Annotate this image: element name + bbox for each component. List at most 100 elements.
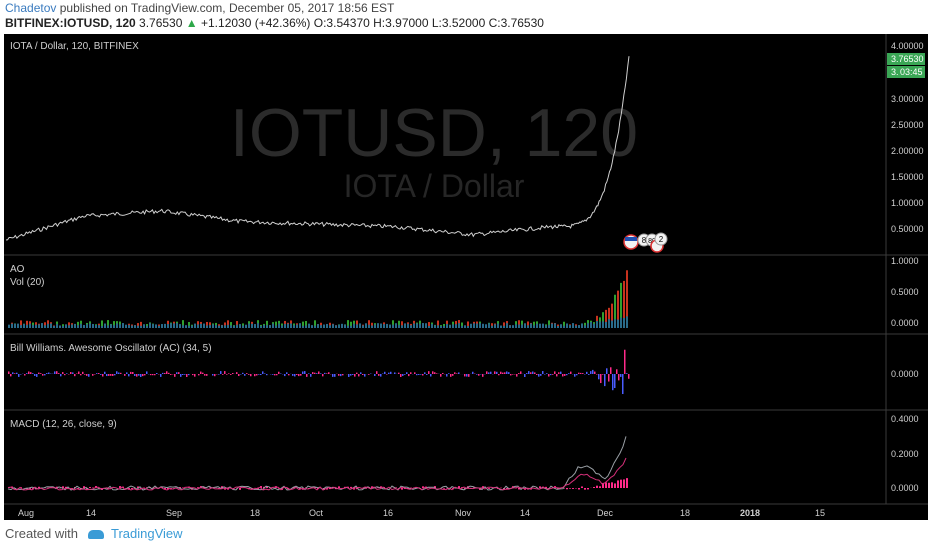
volume-bar xyxy=(521,324,523,328)
volume-bar xyxy=(197,324,199,328)
ac-bar xyxy=(304,371,306,374)
author-link[interactable]: Chadetov xyxy=(5,1,57,15)
ac-bar xyxy=(228,373,230,374)
ac-bar xyxy=(60,374,62,377)
volume-bars[interactable] xyxy=(8,316,628,328)
time-label: Nov xyxy=(455,508,472,518)
macd-line[interactable] xyxy=(7,436,627,491)
ao-bar xyxy=(293,323,295,326)
volume-bar xyxy=(455,324,457,328)
ac-bar xyxy=(546,373,548,374)
volume-bar xyxy=(194,323,196,328)
ao-bar xyxy=(548,320,550,326)
chart-area[interactable]: IOTUSD, 120 IOTA / Dollar 8 80 2 IOTA / … xyxy=(4,34,928,520)
volume-bar xyxy=(452,324,454,328)
signal-line[interactable] xyxy=(7,457,627,491)
ao-histogram[interactable] xyxy=(8,270,628,326)
ac-bar xyxy=(354,374,356,377)
ao-bar xyxy=(236,321,238,326)
price-axis[interactable]: 4.00000 3.00000 2.50000 2.00000 1.50000 … xyxy=(891,41,924,234)
ac-bar xyxy=(48,372,50,374)
ac-bar xyxy=(78,371,80,374)
ac-bar xyxy=(220,371,222,374)
volume-bar xyxy=(491,325,493,328)
ao-bar xyxy=(419,320,421,326)
macd-bar xyxy=(458,486,460,488)
main-legend[interactable]: IOTA / Dollar, 120, BITFINEX xyxy=(10,41,139,52)
macd-bar xyxy=(329,488,331,490)
ao-bar xyxy=(398,320,400,326)
ao-bar xyxy=(497,321,499,326)
volume-bar xyxy=(116,323,118,328)
volume-bar xyxy=(572,323,574,328)
ac-bar xyxy=(54,371,56,374)
volume-bar xyxy=(83,325,85,328)
ac-histogram[interactable] xyxy=(8,349,630,395)
ao-bar xyxy=(305,321,307,326)
volume-bar xyxy=(212,324,214,328)
ac-legend[interactable]: Bill Williams. Awesome Oscillator (AC) (… xyxy=(10,343,212,354)
volume-bar xyxy=(125,324,127,328)
ao-axis[interactable]: 1.0000 0.5000 0.0000 xyxy=(891,256,919,328)
ac-bar xyxy=(564,374,566,376)
volume-bar xyxy=(287,323,289,328)
ac-bar xyxy=(526,373,528,374)
ac-bar xyxy=(350,374,352,376)
published-text: published on TradingView.com, December 0… xyxy=(59,1,395,15)
volume-bar xyxy=(608,319,610,328)
macd-bar xyxy=(239,488,241,490)
macd-bar xyxy=(596,485,598,488)
volume-bar xyxy=(419,323,421,328)
tradingview-link[interactable]: TradingView xyxy=(111,526,183,541)
macd-bar xyxy=(617,480,619,488)
up-arrow-icon: ▲ xyxy=(185,16,198,30)
tradingview-cloud-icon[interactable] xyxy=(87,530,104,540)
event-label: 8 xyxy=(642,236,647,245)
volume-bar xyxy=(326,323,328,328)
time-label: 14 xyxy=(520,508,530,518)
ac-bar xyxy=(442,372,444,374)
volume-bar xyxy=(32,324,34,328)
ao-bar xyxy=(536,321,538,326)
price-tick: 3.00000 xyxy=(891,94,924,104)
ao-bar xyxy=(620,282,622,326)
ac-bar xyxy=(440,374,442,377)
time-axis[interactable]: Aug 14 Sep 18 Oct 16 Nov 14 Dec 18 2018 … xyxy=(18,508,825,518)
ac-bar xyxy=(116,371,118,374)
volume-bar xyxy=(167,324,169,328)
macd-legend[interactable]: MACD (12, 26, close, 9) xyxy=(10,419,117,430)
macd-bar xyxy=(584,488,586,490)
ac-bar xyxy=(306,374,308,377)
ac-bar xyxy=(476,374,478,375)
ac-bar xyxy=(628,374,630,379)
ao-bar xyxy=(452,321,454,326)
ao-bar xyxy=(53,325,55,326)
price-plot[interactable] xyxy=(5,56,630,241)
time-label: Sep xyxy=(166,508,182,518)
macd-axis[interactable]: 0.4000 0.2000 0.0000 xyxy=(891,414,919,493)
ao-legend[interactable]: AO xyxy=(10,264,25,275)
ao-bar xyxy=(410,323,412,326)
ac-bar xyxy=(414,372,416,374)
macd-bar xyxy=(602,483,604,488)
ao-bar xyxy=(596,315,598,326)
volume-bar xyxy=(269,325,271,328)
ac-bar xyxy=(124,374,126,376)
vol-legend[interactable]: Vol (20) xyxy=(10,277,44,288)
macd-bar xyxy=(614,483,616,488)
event-markers[interactable]: 8 80 2 xyxy=(623,232,668,253)
ac-bar xyxy=(394,372,396,374)
ao-bar xyxy=(437,320,439,326)
ac-bar xyxy=(400,374,402,377)
time-label: 18 xyxy=(680,508,690,518)
price-tick: 2.50000 xyxy=(891,120,924,130)
macd-bar xyxy=(335,488,337,490)
ac-bar xyxy=(518,373,520,374)
ac-bar xyxy=(594,371,596,374)
ao-bar xyxy=(455,320,457,326)
ac-bar xyxy=(112,374,114,376)
ac-bar xyxy=(248,374,250,375)
volume-bar xyxy=(347,325,349,328)
ac-bar xyxy=(56,371,58,374)
ac-bar xyxy=(352,374,354,375)
